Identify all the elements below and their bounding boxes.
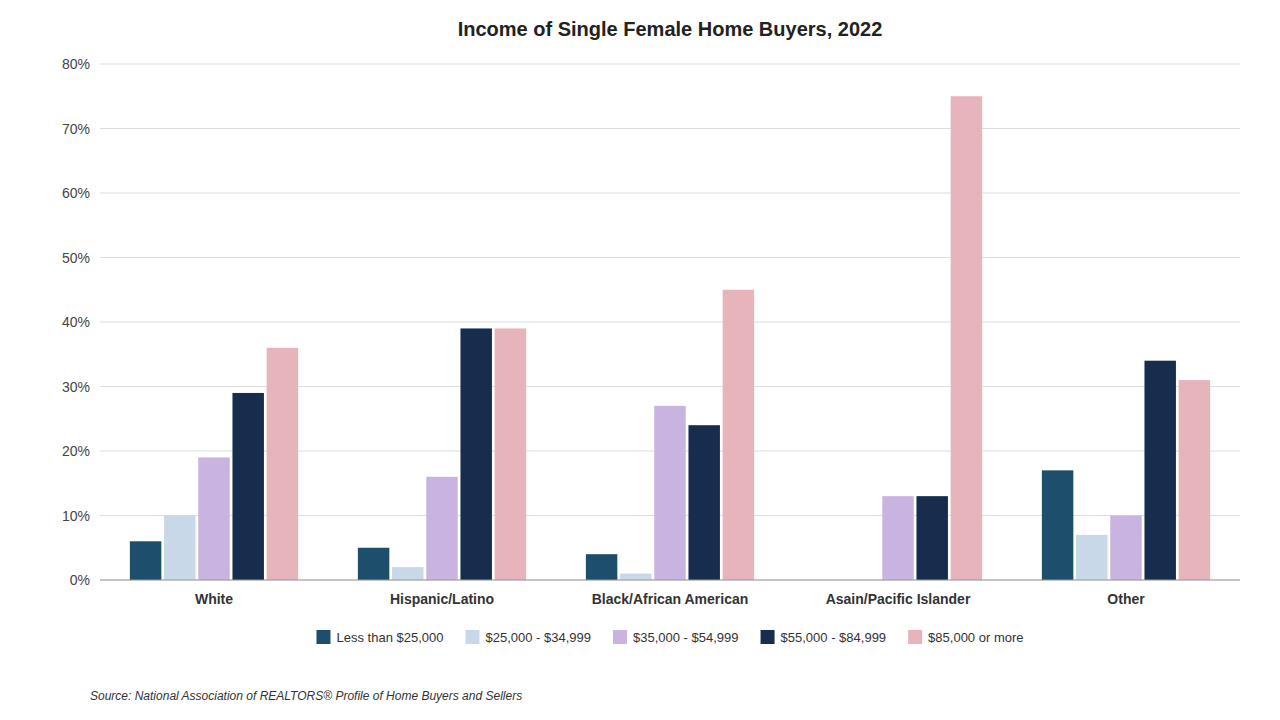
bar <box>916 496 947 580</box>
annotation: Source: National Association of REALTORS… <box>90 689 522 703</box>
bar <box>460 328 491 580</box>
bar <box>232 393 263 580</box>
x-tick-label: Hispanic/Latino <box>390 591 494 607</box>
legend-item: Less than $25,000 <box>316 630 443 645</box>
y-tick-label: 10% <box>62 508 90 524</box>
bar <box>130 541 161 580</box>
bar <box>654 406 685 580</box>
y-tick-label: 70% <box>62 121 90 137</box>
bar <box>620 574 651 580</box>
legend-label: $85,000 or more <box>928 630 1023 645</box>
legend-swatch <box>316 630 330 644</box>
y-tick-label: 50% <box>62 250 90 266</box>
grid-line <box>100 128 1240 129</box>
legend-swatch <box>761 630 775 644</box>
x-axis-line <box>100 580 1240 581</box>
legend-swatch <box>613 630 627 644</box>
legend-label: Less than $25,000 <box>336 630 443 645</box>
legend-item: $55,000 - $84,999 <box>761 630 887 645</box>
y-tick-label: 0% <box>70 572 90 588</box>
y-tick-label: 40% <box>62 314 90 330</box>
x-tick-label: Other <box>1107 591 1145 607</box>
bar <box>358 548 389 580</box>
legend-item: $35,000 - $54,999 <box>613 630 739 645</box>
y-tick-label: 60% <box>62 185 90 201</box>
bar <box>426 477 457 580</box>
legend: Less than $25,000 $25,000 - $34,999 $35,00… <box>316 630 1023 645</box>
chart: Income of Single Female Home Buyers, 202… <box>0 0 1280 720</box>
legend-label: $35,000 - $54,999 <box>633 630 739 645</box>
bar <box>951 96 982 580</box>
grid-line <box>100 257 1240 258</box>
legend-swatch <box>465 630 479 644</box>
bar <box>164 516 195 581</box>
grid <box>100 64 1240 580</box>
y-tick-label: 20% <box>62 443 90 459</box>
bar <box>586 554 617 580</box>
bar <box>1042 470 1073 580</box>
grid-line <box>100 193 1240 194</box>
title: Income of Single Female Home Buyers, 202… <box>458 18 883 40</box>
y-tick-label: 80% <box>62 56 90 72</box>
bar <box>198 457 229 580</box>
bar <box>882 496 913 580</box>
legend-label: $55,000 - $84,999 <box>781 630 887 645</box>
bar <box>1076 535 1107 580</box>
bar <box>1110 516 1141 581</box>
legend-label: $25,000 - $34,999 <box>485 630 591 645</box>
x-tick-label: White <box>195 591 233 607</box>
legend-item: $85,000 or more <box>908 630 1023 645</box>
grid-line <box>100 580 1240 581</box>
bars <box>130 96 1210 580</box>
grid-line <box>100 322 1240 323</box>
bar <box>1144 361 1175 580</box>
x-tick-label: Asain/Pacific Islander <box>826 591 971 607</box>
bar <box>392 567 423 580</box>
x-tick-label: Black/African American <box>592 591 749 607</box>
legend-item: $25,000 - $34,999 <box>465 630 591 645</box>
grid-line <box>100 64 1240 65</box>
bar <box>723 290 754 580</box>
bar <box>267 348 298 580</box>
y-tick-label: 30% <box>62 379 90 395</box>
bar <box>1179 380 1210 580</box>
bar <box>688 425 719 580</box>
legend-swatch <box>908 630 922 644</box>
bar <box>495 328 526 580</box>
